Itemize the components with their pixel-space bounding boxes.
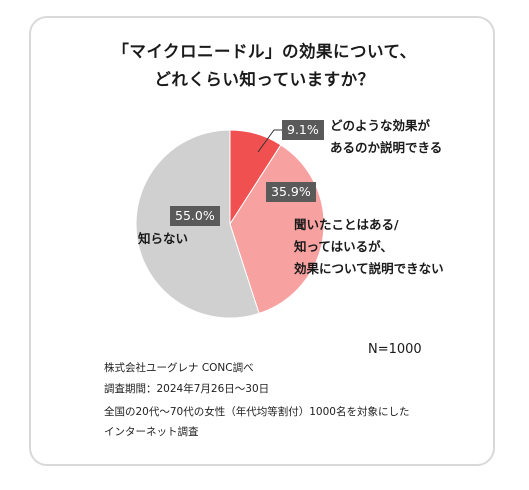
slice-label-heard-line-3: 効果について説明できない [294,261,444,276]
slice-label-explain-line-2: あるのか説明できる [330,140,443,155]
chart-title-line-1: 「マイクロニードル」の効果について、 [112,42,417,61]
slice-label-heard: 聞いたことはある/ 知ってはいるが、 効果について説明できない [294,214,444,280]
slice-label-unknown: 知らない [138,231,189,246]
method-note: インターネット調査 [104,426,199,438]
slice-label-explain: どのような効果が あるのか説明できる [330,115,442,159]
period-note: 調査期間：2024年7月26日～30日 [104,383,270,395]
pct-label-explain: 9.1% [282,120,324,140]
slice-label-heard-line-1: 聞いたことはある/ [294,217,399,232]
slice-label-explain-line-1: どのような効果が [330,118,431,133]
leader-line-explain [257,129,282,153]
pct-label-heard: 35.9% [266,182,316,202]
sample-size: N=1000 [368,342,422,357]
pct-label-unknown: 55.0% [170,206,220,226]
target-note: 全国の20代～70代の女性（年代均等割付）1000名を対象にした [104,406,410,418]
source-note: 株式会社ユーグレナ CONC調べ [104,362,254,374]
slice-label-heard-line-2: 知ってはいるが、 [294,239,393,254]
chart-title-line-2: どれくらい知っていますか？ [154,70,375,89]
